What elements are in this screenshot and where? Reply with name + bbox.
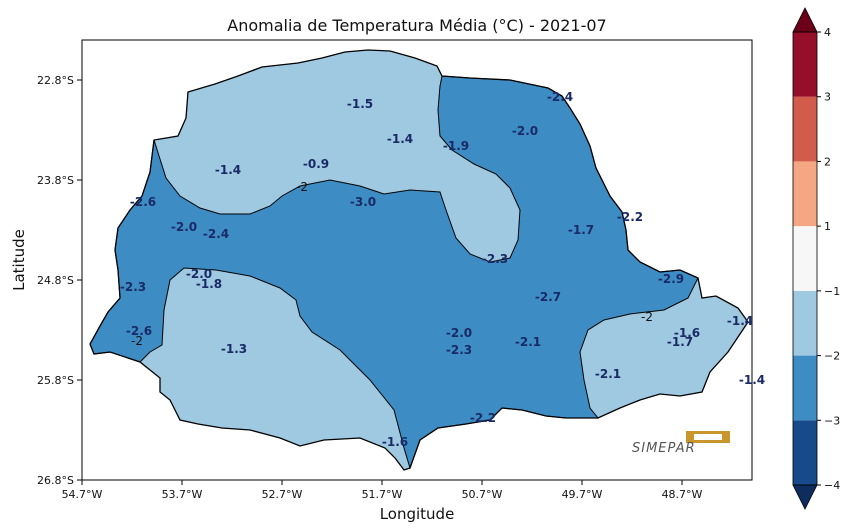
colorbar-extend-high [792,7,818,33]
station-value-label: -0.9 [303,157,329,171]
logo-mark [686,431,730,443]
x-tick-label: 52.7°W [262,488,303,501]
station-value-label: -1.9 [443,139,469,153]
colorbar-bin [793,32,817,97]
state-outline [89,49,749,471]
x-tick-label: 49.7°W [562,488,603,501]
colorbar-bin [793,161,817,227]
colorbar-tick-label: 3 [824,91,831,104]
colorbar-bin [793,226,817,291]
y-tick-label: 22.8°S [37,74,74,87]
colorbar-extend-low [792,484,818,510]
x-tick-label: 53.7°W [162,488,203,501]
station-value-label: -2.6 [126,324,152,338]
contour-labels: -2 -2 -2 [131,180,653,348]
x-tick-label: 54.7°W [62,488,103,501]
station-value-label: -2.3 [120,280,146,294]
station-value-label: -2.2 [617,210,643,224]
y-axis-label: Latitude [10,229,28,291]
y-axis: 22.8°S 23.8°S 24.8°S 25.8°S 26.8°S [37,74,82,487]
station-value-label: -1.5 [347,97,373,111]
station-value-label: -1.6 [382,435,408,449]
contour-label: -2 [296,180,308,194]
station-value-label: -2.3 [446,343,472,357]
y-tick-label: 25.8°S [37,374,74,387]
simepar-logo: SIMEPAR [632,431,730,456]
colorbar-tick-label: 4 [824,26,831,39]
station-value-label: -2.9 [658,272,684,286]
colorbar-tick-label: −2 [824,350,840,363]
station-values: -1.5 -2.4 -1.4 -1.9 -2.0 -1.4 -0.9 -3.0 -2.6 -2.0… [120,90,765,449]
station-value-label: -1.4 [387,132,413,146]
station-value-label: -2.0 [171,220,197,234]
colorbar-tick-label: −3 [824,414,840,427]
station-value-label: -1.7 [568,223,594,237]
station-value-label: -1.4 [727,314,753,328]
x-axis: 54.7°W 53.7°W 52.7°W 51.7°W 50.7°W 49.7°W 48.7… [62,480,703,501]
colorbar-bin [793,355,817,421]
logo-text: SIMEPAR [632,441,696,456]
station-value-label: -2.3 [482,252,508,266]
station-value-label: -2.2 [470,411,496,425]
y-tick-label: 24.8°S [37,274,74,287]
station-value-label: -2.4 [547,90,573,104]
x-axis-label: Longitude [380,505,455,523]
station-value-label: -1.7 [667,335,693,349]
x-tick-label: 48.7°W [662,488,703,501]
station-value-label: -1.8 [196,277,222,291]
colorbar-tick-label: −4 [824,479,840,492]
contour-label: -2 [641,310,653,324]
y-tick-label: 23.8°S [37,174,74,187]
colorbar-border [792,31,818,486]
station-value-label: -1.4 [215,163,241,177]
colorbar-bin [793,96,817,162]
colorbar-bin [793,290,817,356]
station-value-label: -2.0 [512,124,538,138]
station-value-label: -2.0 [186,267,212,281]
colorbar-tick-label: 2 [824,155,831,168]
station-value-label: -2.1 [515,335,541,349]
station-value-label: -2.1 [595,367,621,381]
colorbar-tick-label: 1 [824,220,831,233]
x-tick-label: 51.7°W [362,488,403,501]
station-value-label: -2.7 [535,290,561,304]
colorbar: −4 −3 −2 −1 1 2 3 4 [792,7,840,510]
colorbar-tick-label: −1 [824,285,840,298]
y-tick-label: 26.8°S [37,474,74,487]
station-value-label: -1.6 [674,326,700,340]
chart-title: Anomalia de Temperatura Média (°C) - 202… [227,16,606,35]
station-value-label: -1.4 [739,373,765,387]
station-value-label: -1.3 [221,342,247,356]
x-tick-label: 50.7°W [462,488,503,501]
station-value-label: -3.0 [350,195,376,209]
station-value-label: -2.6 [130,195,156,209]
station-value-label: -2.4 [203,227,229,241]
contour-label: -2 [131,334,143,348]
station-value-label: -2.0 [446,326,472,340]
colorbar-bin [793,420,817,485]
